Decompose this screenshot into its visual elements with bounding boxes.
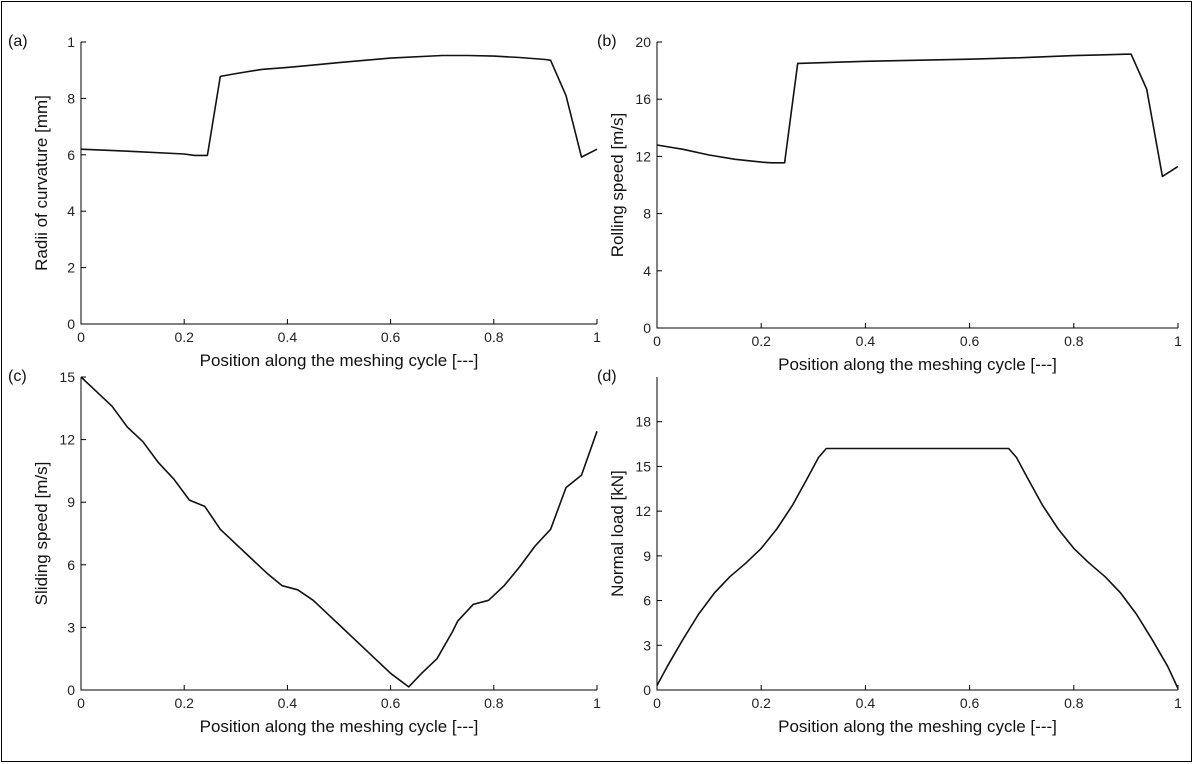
x-tick-label: 0.6 (381, 329, 401, 345)
y-tick-label: 12 (635, 503, 651, 519)
chart-panel: 0 0.2 0.4 0.6 0.8 1 0 3 6 9 12 15 Position along the… (8, 368, 601, 736)
y-tick-label: 12 (59, 432, 75, 448)
x-tick-label: 0 (653, 695, 661, 711)
x-tick-label: 0.4 (278, 329, 298, 345)
y-tick-label: 4 (67, 203, 75, 219)
x-tick-label: 0 (77, 695, 85, 711)
x-tick-label: 0.2 (751, 333, 771, 349)
axis-spine (80, 377, 597, 691)
panel-label: (a) (8, 33, 28, 50)
y-tick-label: 9 (67, 494, 75, 510)
y-tick-label: 0 (643, 682, 651, 698)
y-tick-label: 20 (635, 34, 651, 50)
y-tick-label: 6 (67, 147, 75, 163)
y-tick-label: 9 (643, 548, 651, 564)
y-axis-title: Rolling speed [m/s] (608, 113, 627, 258)
x-tick-label: 1 (1174, 333, 1182, 349)
y-tick-label: 0 (67, 316, 75, 332)
y-tick-label: 8 (67, 90, 75, 106)
x-tick-label: 0.4 (278, 695, 298, 711)
y-tick-label: 4 (643, 263, 651, 279)
x-tick-label: 1 (593, 329, 601, 345)
axis-spine (80, 42, 597, 325)
y-tick-label: 6 (67, 557, 75, 573)
panel-label: (b) (597, 33, 617, 50)
x-tick-label: 1 (593, 695, 601, 711)
x-tick-label: 0.4 (856, 333, 876, 349)
x-tick-label: 0.4 (856, 695, 876, 711)
y-axis-title: Radii of curvature [mm] (32, 95, 51, 271)
chart-panel: 0 0.2 0.4 0.6 0.8 1 0 4 8 12 16 20 Position along th… (597, 33, 1182, 374)
x-tick-label: 0.2 (751, 695, 771, 711)
axis-spine (656, 377, 1178, 691)
y-tick-label: 18 (635, 414, 651, 430)
x-tick-label: 0.2 (174, 329, 194, 345)
x-tick-label: 0.8 (484, 329, 504, 345)
series-line (80, 54, 598, 158)
series-line (656, 447, 1179, 689)
y-tick-label: 8 (643, 206, 651, 222)
x-tick-label: 1 (1174, 695, 1182, 711)
y-tick-label: 16 (635, 91, 651, 107)
x-tick-label: 0.8 (1064, 333, 1084, 349)
x-tick-label: 0.6 (960, 695, 980, 711)
y-tick-label: 3 (643, 637, 651, 653)
chart-panel: 0 0.2 0.4 0.6 0.8 1 0 2 4 6 8 1 Position along the m… (8, 33, 601, 370)
chart-panel: 0 0.2 0.4 0.6 0.8 1 0 3 6 9 12 15 18 Position along t… (597, 368, 1182, 736)
y-axis-title: Normal load [kN] (608, 470, 627, 597)
x-tick-label: 0.8 (1064, 695, 1084, 711)
x-axis-title: Position along the meshing cycle [---] (200, 717, 479, 736)
y-tick-label: 0 (67, 682, 75, 698)
y-tick-label: 15 (635, 458, 651, 474)
y-tick-label: 2 (67, 260, 75, 276)
y-tick-label: 0 (643, 320, 651, 336)
axis-spine (656, 42, 1178, 329)
y-tick-label: 3 (67, 619, 75, 635)
y-tick-label: 1 (67, 34, 75, 50)
series-line (656, 53, 1179, 178)
y-tick-label: 15 (59, 369, 75, 385)
x-tick-label: 0.6 (960, 333, 980, 349)
x-tick-label: 0.8 (484, 695, 504, 711)
series-line (80, 376, 598, 688)
x-axis-title: Position along the meshing cycle [---] (778, 717, 1057, 736)
x-tick-label: 0.2 (174, 695, 194, 711)
panel-label: (c) (8, 368, 27, 385)
x-axis-title: Position along the meshing cycle [---] (200, 351, 479, 370)
panel-label: (d) (597, 368, 617, 385)
x-axis-title: Position along the meshing cycle [---] (778, 355, 1057, 374)
y-tick-label: 6 (643, 593, 651, 609)
x-tick-label: 0 (653, 333, 661, 349)
y-axis-title: Sliding speed [m/s] (32, 462, 51, 606)
x-tick-label: 0 (77, 329, 85, 345)
y-tick-label: 12 (635, 148, 651, 164)
x-tick-label: 0.6 (381, 695, 401, 711)
